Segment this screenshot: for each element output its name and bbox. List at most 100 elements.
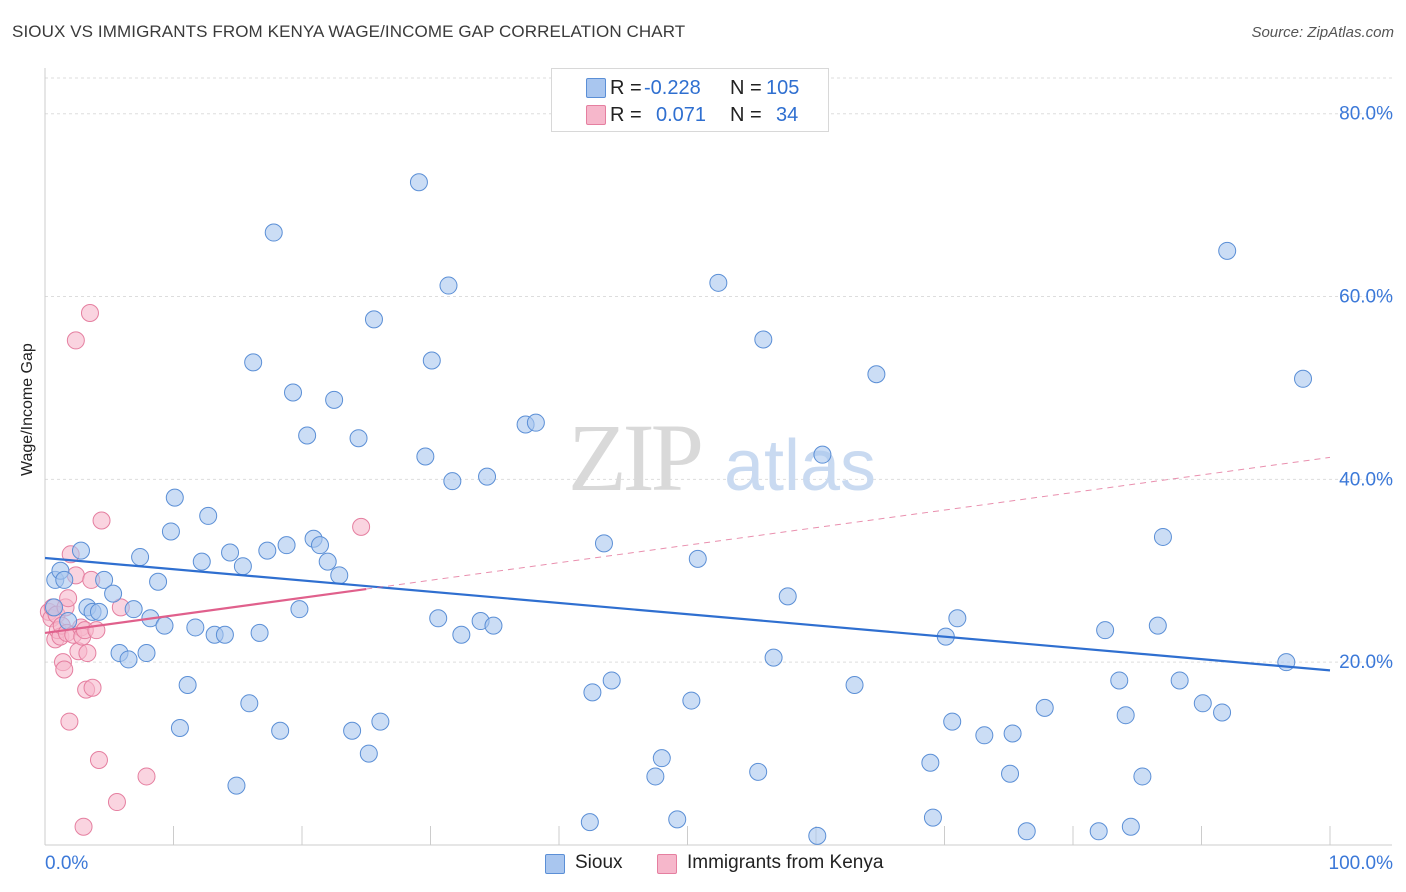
trend-line-sioux bbox=[44, 556, 1331, 672]
data-point-sioux bbox=[1017, 822, 1036, 841]
data-point-sioux bbox=[526, 413, 545, 432]
legend-swatch-sioux bbox=[586, 78, 606, 98]
data-point-sioux bbox=[221, 543, 240, 562]
data-point-sioux bbox=[682, 691, 701, 710]
data-point-sioux bbox=[250, 623, 269, 642]
data-point-kenya bbox=[78, 644, 97, 663]
data-point-sioux bbox=[484, 616, 503, 635]
data-point-sioux bbox=[764, 648, 783, 667]
data-point-sioux bbox=[921, 753, 940, 772]
trend-line-kenya-extrapolated bbox=[366, 456, 1331, 590]
data-point-sioux bbox=[258, 541, 277, 560]
data-point-sioux bbox=[59, 612, 78, 631]
data-point-sioux bbox=[161, 522, 180, 541]
data-point-sioux bbox=[867, 365, 886, 384]
data-point-sioux bbox=[1003, 724, 1022, 743]
data-point-sioux bbox=[1218, 241, 1237, 260]
legend-r-label: R = bbox=[610, 104, 642, 126]
data-point-sioux bbox=[359, 744, 378, 763]
data-point-sioux bbox=[808, 826, 827, 845]
data-point-kenya bbox=[66, 331, 85, 350]
legend-r-value-kenya: 0.071 bbox=[656, 104, 707, 126]
data-point-sioux bbox=[1170, 671, 1189, 690]
data-point-sioux bbox=[55, 570, 74, 589]
data-point-sioux bbox=[290, 600, 309, 619]
x-tick-label-max: 100.0% bbox=[1329, 853, 1394, 874]
legend-n-label: N = bbox=[730, 104, 762, 126]
data-point-sioux bbox=[1133, 767, 1152, 786]
data-point-sioux bbox=[192, 552, 211, 571]
data-point-sioux bbox=[1116, 706, 1135, 725]
data-point-sioux bbox=[422, 351, 441, 370]
data-point-kenya bbox=[59, 589, 78, 608]
data-point-sioux bbox=[1089, 822, 1108, 841]
legend-n-value-kenya: 34 bbox=[776, 104, 799, 126]
data-point-sioux bbox=[318, 552, 337, 571]
data-point-sioux bbox=[923, 808, 942, 827]
series-sioux-points bbox=[44, 173, 1313, 845]
data-point-sioux bbox=[943, 712, 962, 731]
data-point-sioux bbox=[244, 353, 263, 372]
data-point-sioux bbox=[1121, 817, 1140, 836]
data-point-sioux bbox=[580, 813, 599, 832]
data-point-sioux bbox=[89, 602, 108, 621]
data-point-sioux bbox=[1213, 703, 1232, 722]
data-point-sioux bbox=[668, 810, 687, 829]
data-point-sioux bbox=[478, 467, 497, 486]
watermark-zip: ZIP bbox=[568, 404, 701, 511]
data-point-sioux bbox=[240, 694, 259, 713]
bottom-legend-swatch-kenya bbox=[657, 854, 677, 874]
data-point-sioux bbox=[199, 506, 218, 525]
x-tick-label-min: 0.0% bbox=[45, 853, 88, 874]
data-point-kenya bbox=[80, 303, 99, 322]
data-point-sioux bbox=[215, 625, 234, 644]
watermark-atlas: atlas bbox=[724, 426, 876, 506]
data-point-sioux bbox=[264, 223, 283, 242]
data-point-sioux bbox=[310, 536, 329, 555]
data-point-sioux bbox=[330, 566, 349, 585]
data-point-sioux bbox=[975, 726, 994, 745]
data-point-sioux bbox=[1035, 698, 1054, 717]
data-point-sioux bbox=[165, 488, 184, 507]
data-point-sioux bbox=[71, 541, 90, 560]
data-point-sioux bbox=[155, 616, 174, 635]
data-point-sioux bbox=[124, 600, 143, 619]
data-point-kenya bbox=[55, 660, 74, 679]
data-point-sioux bbox=[1294, 369, 1313, 388]
bottom-legend-label-kenya: Immigrants from Kenya bbox=[687, 852, 884, 873]
legend-n-label: N = bbox=[730, 77, 762, 99]
correlation-legend: R = -0.228 N = 105 R = 0.071 N = 34 bbox=[551, 68, 829, 132]
data-point-sioux bbox=[137, 644, 156, 663]
data-point-sioux bbox=[754, 330, 773, 349]
data-point-sioux bbox=[271, 721, 290, 740]
y-tick-label: 80.0% bbox=[1339, 104, 1393, 125]
data-point-sioux bbox=[602, 671, 621, 690]
bottom-legend-label-sioux: Sioux bbox=[575, 852, 623, 873]
legend-n-value-sioux: 105 bbox=[766, 77, 800, 99]
data-point-sioux bbox=[178, 676, 197, 695]
data-point-kenya bbox=[83, 678, 102, 697]
data-point-sioux bbox=[778, 587, 797, 606]
watermark: ZIP atlas bbox=[568, 404, 876, 511]
data-point-kenya bbox=[60, 712, 79, 731]
axes bbox=[44, 68, 1392, 846]
source-note: Source: ZipAtlas.com bbox=[1251, 24, 1394, 41]
tick-labels: 20.0% 40.0% 60.0% 80.0% 0.0% 100.0% bbox=[45, 104, 1393, 874]
data-point-sioux bbox=[409, 173, 428, 192]
data-point-sioux bbox=[1096, 621, 1115, 640]
data-point-sioux bbox=[813, 445, 832, 464]
data-point-sioux bbox=[284, 383, 303, 402]
data-point-sioux bbox=[749, 762, 768, 781]
data-point-kenya bbox=[137, 767, 156, 786]
chart-title: SIOUX VS IMMIGRANTS FROM KENYA WAGE/INCO… bbox=[12, 22, 686, 41]
data-point-sioux bbox=[343, 721, 362, 740]
bottom-legend-swatch-sioux bbox=[545, 854, 565, 874]
data-point-sioux bbox=[688, 549, 707, 568]
data-point-sioux bbox=[364, 310, 383, 329]
data-point-sioux bbox=[95, 570, 114, 589]
legend-swatch-kenya bbox=[586, 105, 606, 125]
data-point-sioux bbox=[131, 548, 150, 567]
trend-lines bbox=[44, 456, 1331, 672]
data-point-sioux bbox=[349, 429, 368, 448]
